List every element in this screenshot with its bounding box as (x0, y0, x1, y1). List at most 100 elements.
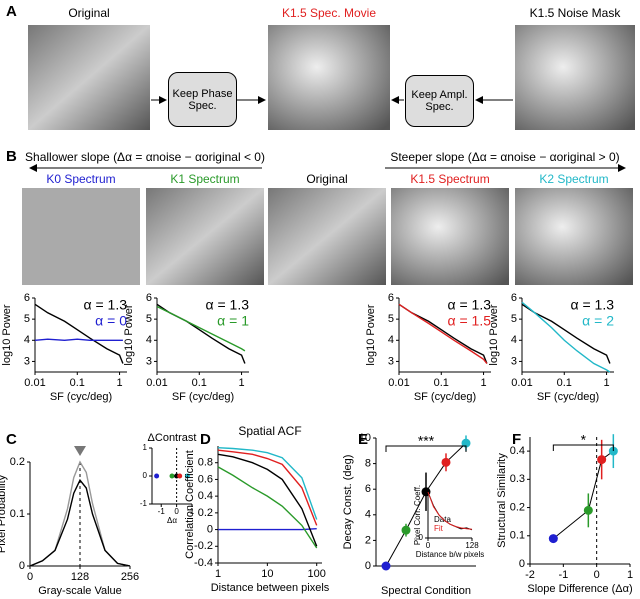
x-tick-label: 1 (116, 377, 122, 389)
x-tick-label: 0.01 (24, 377, 45, 389)
x-axis-label: SF (cyc/deg) (172, 391, 234, 403)
x-tick-label: 10 (261, 568, 273, 580)
point (381, 561, 391, 571)
x-tick-label: 0.01 (388, 377, 409, 389)
x-axis-label: Distance between pixels (211, 582, 330, 594)
point (401, 525, 411, 535)
y-tick-label: 4 (388, 334, 394, 346)
x-tick-label: 1 (215, 568, 221, 580)
y-tick-label: 5 (146, 313, 152, 325)
y-tick-label: 0 (143, 471, 148, 480)
image-title: K1.5 Noise Mask (530, 6, 622, 20)
y-tick-label: 6 (365, 483, 371, 495)
x-tick-label: 1 (480, 377, 486, 389)
image-title: K0 Spectrum (46, 172, 115, 186)
y-tick-label: -1 (140, 499, 148, 508)
point (461, 438, 471, 448)
y-axis-label: log10 Power (488, 304, 500, 365)
panel-label: D (200, 431, 211, 448)
y-tick-label: 0.3 (510, 473, 525, 485)
x-axis-label: Spectral Condition (381, 585, 471, 597)
connector (553, 450, 614, 539)
arrow-label: Shallower slope (Δα = αnoise − αoriginal… (25, 150, 265, 164)
series-line (217, 466, 318, 549)
process-box: Keep Phase Spec. (168, 72, 237, 127)
panel-label: B (6, 148, 17, 165)
y-axis-label: Decay Const. (deg) (342, 455, 354, 550)
x-tick-label: 1 (627, 569, 633, 581)
series-line (521, 303, 611, 364)
x-tick-label: 0.1 (192, 377, 207, 389)
point (583, 505, 593, 515)
point (177, 473, 183, 479)
panel-label: A (6, 3, 17, 20)
photo (22, 188, 140, 285)
photo (515, 188, 633, 285)
y-tick-label: 5 (388, 313, 394, 325)
y-tick-label: 3 (24, 355, 30, 367)
y-tick-label: 6 (511, 292, 517, 304)
chart-title: Spatial ACF (238, 424, 301, 438)
series-line (217, 449, 318, 526)
y-tick-label: 6 (24, 292, 30, 304)
x-tick-label: 0.1 (557, 377, 572, 389)
y-axis-label: log10 Power (123, 304, 135, 365)
x-axis-label: Slope Difference (Δα) (527, 583, 632, 595)
y-axis-label: Pixel Probability (0, 474, 8, 553)
point (441, 457, 451, 467)
y-tick-label: 3 (511, 355, 517, 367)
series-line (427, 491, 473, 530)
legend-label: α = 1.3 (83, 297, 127, 313)
y-tick-label: -0.2 (194, 540, 213, 552)
x-tick-label: -2 (525, 569, 535, 581)
y-tick-label: 0.6 (198, 473, 213, 485)
image-title: K1 Spectrum (170, 172, 239, 186)
x-tick-label: 1 (190, 507, 195, 516)
panel-label: C (6, 431, 17, 448)
significance-bracket (385, 445, 467, 452)
legend-label: Fit (434, 524, 444, 533)
image-title: K1.5 Spectrum (410, 172, 489, 186)
x-axis-label: SF (cyc/deg) (414, 391, 476, 403)
image-title: Original (306, 172, 347, 186)
legend-label: Data (434, 515, 451, 524)
photo (146, 188, 264, 285)
process-box: Keep Ampl. Spec. (405, 75, 474, 127)
y-tick-label: 10 (359, 432, 371, 444)
legend-label: α = 1.3 (570, 297, 614, 313)
significance: *** (418, 433, 435, 449)
y-axis-label: Correlation Coefficient (184, 450, 196, 559)
x-tick-label: 0.1 (70, 377, 85, 389)
legend-label: α = 0 (95, 313, 127, 329)
x-tick-label: 1 (238, 377, 244, 389)
x-tick-label: 0 (426, 541, 431, 550)
panel-label: F (512, 431, 521, 448)
y-tick-label: 0.1 (510, 530, 525, 542)
y-tick-label: 6 (146, 292, 152, 304)
x-axis-label: Distance b/w pixels (416, 550, 484, 559)
series-line (34, 338, 123, 341)
y-tick-label: 4 (24, 334, 30, 346)
image-title: K2 Spectrum (539, 172, 608, 186)
x-axis-label: SF (cyc/deg) (50, 391, 112, 403)
y-axis-label: Structural Similarity (496, 453, 508, 548)
y-axis-label: log10 Power (365, 304, 377, 365)
point (548, 534, 558, 544)
y-axis-label: Pixel Corr. Coeff. (413, 485, 422, 545)
x-tick-label: -1 (558, 569, 568, 581)
series-line (521, 301, 611, 373)
y-tick-label: 0 (419, 533, 424, 542)
y-tick-label: -0.4 (194, 557, 213, 569)
x-tick-label: 128 (465, 541, 479, 550)
x-axis-label: Gray-scale Value (38, 585, 122, 597)
image-title: Original (68, 6, 109, 20)
x-tick-label: 0.1 (434, 377, 449, 389)
point (608, 446, 618, 456)
x-tick-label: 0.01 (146, 377, 167, 389)
y-tick-label: 0 (365, 560, 371, 572)
photo (268, 188, 386, 285)
x-tick-label: 256 (121, 571, 139, 583)
y-tick-label: 0 (207, 523, 213, 535)
